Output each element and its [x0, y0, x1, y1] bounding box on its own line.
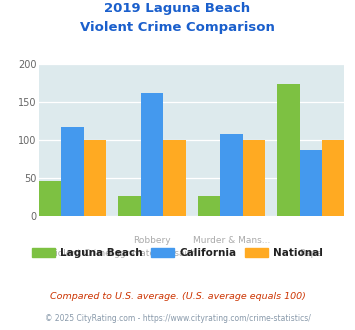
Text: Violent Crime Comparison: Violent Crime Comparison — [80, 21, 275, 34]
Text: © 2025 CityRating.com - https://www.cityrating.com/crime-statistics/: © 2025 CityRating.com - https://www.city… — [45, 314, 310, 323]
Bar — [61, 127, 84, 216]
Text: Rape: Rape — [299, 249, 322, 258]
Text: Compared to U.S. average. (U.S. average equals 100): Compared to U.S. average. (U.S. average … — [50, 292, 305, 301]
Legend: Laguna Beach, California, National: Laguna Beach, California, National — [28, 244, 327, 262]
Bar — [220, 134, 242, 216]
Bar — [300, 150, 322, 216]
Bar — [141, 93, 163, 216]
Bar — [84, 140, 106, 216]
Text: 2019 Laguna Beach: 2019 Laguna Beach — [104, 2, 251, 15]
Bar — [163, 140, 186, 216]
Bar — [198, 196, 220, 216]
Text: Murder & Mans...: Murder & Mans... — [193, 236, 270, 245]
Bar — [322, 140, 344, 216]
Text: All Violent Crime: All Violent Crime — [35, 249, 110, 258]
Bar — [242, 140, 265, 216]
Text: Aggravated Assault: Aggravated Assault — [108, 249, 196, 258]
Bar — [119, 196, 141, 216]
Text: Robbery: Robbery — [133, 236, 171, 245]
Bar — [277, 84, 300, 216]
Bar — [39, 181, 61, 216]
